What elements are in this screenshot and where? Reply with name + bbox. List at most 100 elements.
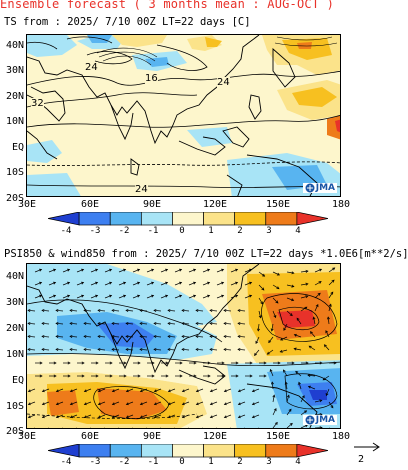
wind-vector-head [67,361,71,365]
wind-vector-head [326,316,330,320]
wind-vector [27,348,36,351]
wind-vector [28,414,36,418]
wind-vector-head [305,269,309,273]
wind-vector-head [151,374,155,378]
wind-vector [174,282,182,286]
wind-vector-head [52,294,57,298]
colorbar-label: -1 [147,226,159,236]
wind-vector-head [304,410,308,414]
wind-vector [328,401,334,409]
wind-vector [272,297,279,304]
wind-vector [83,322,92,325]
wind-vector [160,427,161,428]
wind-vector-head [139,415,143,419]
wind-vector-head [258,315,262,319]
wind-vector [182,401,190,405]
wind-vector [97,335,106,338]
lat-label: 20S [5,426,24,437]
wind-vector-head [97,322,101,326]
lon-label: 180 [331,431,351,442]
wind-vector-head [288,408,292,412]
wind-vector-head [125,389,129,393]
panel2-colorbar [48,444,328,458]
wind-vector-head [333,361,337,365]
wind-vector-head [69,322,73,326]
wind-vector [83,348,92,351]
wind-vector-head [69,389,73,393]
wind-vector [209,309,218,312]
wind-vector [258,284,265,291]
wind-vector [202,295,210,299]
wind-vector-head [153,415,157,419]
wind-vector [268,336,274,343]
wind-vector [118,269,126,273]
wind-vector-head [111,402,115,406]
wind-vector-head [53,361,57,365]
wind-vector [272,395,275,403]
wind-vector-head [55,389,59,393]
wind-vector-head [270,381,274,385]
wind-vector-head [109,361,113,365]
wind-vector-head [139,335,143,339]
wind-vector-head [125,309,129,313]
wind-vector-head [167,415,171,419]
wind-vector-head [41,389,45,393]
wind-vector-head [234,281,239,285]
wind-vector [308,386,316,390]
panel2-map-svg [27,264,340,428]
wind-vector [154,414,162,418]
wind-vector [126,401,134,405]
wind-vector [223,309,232,312]
wind-vector [202,427,203,428]
wind-vector-head [137,374,141,378]
colorbar-bin [296,212,328,226]
wind-vector-head [125,322,129,326]
psi-contours [27,293,340,419]
wind-vector-head [108,294,113,298]
wind-vector [126,414,134,418]
wind-vector-head [284,381,288,385]
wind-vector-head [125,335,129,339]
wind-vector-head [192,268,197,272]
wind-vector-head [317,292,321,296]
colorbar-bin [234,212,267,226]
wind-vector [195,335,204,338]
wind-vector-head [83,389,87,393]
colorbar-label: 4 [295,226,301,236]
wind-vector-head [275,300,279,304]
wind-vector [322,375,330,381]
wind-vector-head [251,389,255,393]
wind-vector-head [237,348,241,352]
wind-vector-head [207,374,211,378]
wind-vector [154,388,162,392]
wind-vector-head [94,268,99,272]
wind-vector [139,335,148,338]
wind-vector-head [27,335,31,339]
wind-vector [223,335,232,338]
wind-vector [267,349,274,355]
wind-vector-head [266,351,270,355]
wind-vector [280,336,288,341]
wind-vector [104,427,105,428]
wind-vector-head [123,374,127,378]
wind-vector [286,284,294,287]
wind-vector-head [330,405,334,409]
wind-vector-head [178,281,183,285]
wind-vector [181,322,190,325]
wind-vector [272,271,280,276]
wind-vector [69,309,78,312]
wind-vector [216,427,217,428]
wind-vector-head [181,335,185,339]
lat-label: 30N [5,65,24,76]
wind-vector [174,269,182,273]
wind-vector [132,282,140,286]
wind-vector-head [220,294,225,298]
wind-vector-head [27,389,31,393]
wind-vector-head [66,281,71,285]
wind-vector-head [122,281,127,285]
wind-vector-head [192,294,197,298]
wind-vector-head [27,415,31,419]
wind-vector [300,270,308,273]
wind-vector [283,323,288,331]
wind-vector [69,322,78,325]
